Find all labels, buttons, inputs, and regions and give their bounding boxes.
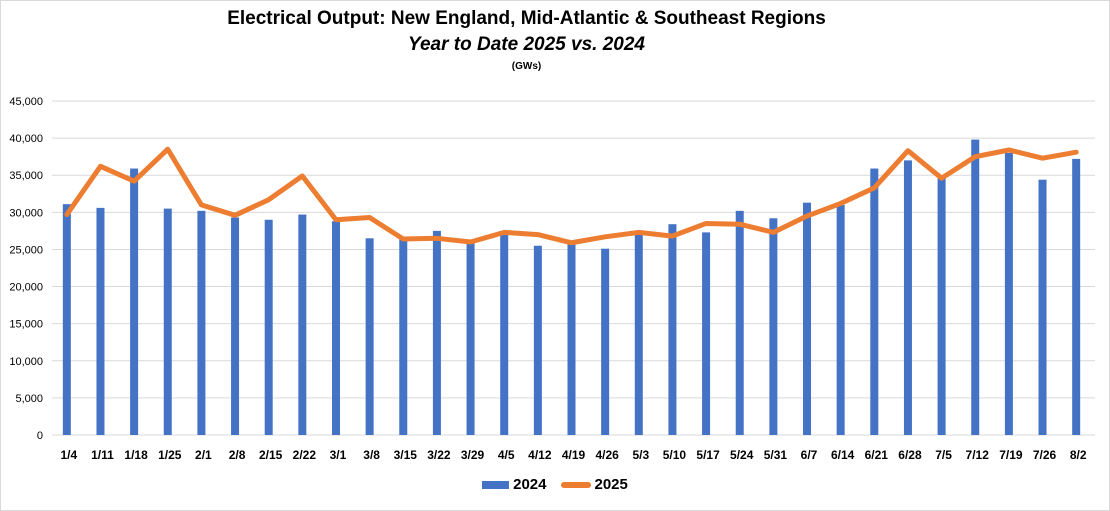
x-tick-label: 6/28: [898, 448, 922, 462]
bar-2024-6/21: [870, 168, 879, 435]
y-tick-label: 0: [37, 430, 43, 442]
y-tick-label: 40,000: [9, 133, 43, 145]
y-tick-label: 5,000: [15, 393, 43, 405]
x-tick-label: 8/2: [1070, 448, 1087, 462]
bar-2024-6/14: [836, 204, 845, 435]
x-tick-label: 2/22: [293, 448, 317, 462]
x-tick-label: 6/21: [865, 448, 889, 462]
y-tick-label: 35,000: [9, 170, 43, 182]
x-tick-label: 3/15: [394, 448, 418, 462]
x-tick-label: 7/19: [999, 448, 1023, 462]
y-tick-label: 30,000: [9, 207, 43, 219]
x-tick-label: 5/17: [696, 448, 720, 462]
y-tick-label: 25,000: [9, 244, 43, 256]
bar-2024-4/19: [567, 244, 576, 435]
bar-2024-5/31: [769, 218, 778, 435]
line-2025: [64, 146, 1079, 246]
x-tick-label: 3/29: [461, 448, 485, 462]
chart-title: Electrical Output: New England, Mid-Atla…: [227, 8, 826, 29]
x-tick-label: 2/15: [259, 448, 283, 462]
bar-2024-3/8: [365, 238, 374, 435]
x-tick-label: 7/12: [966, 448, 990, 462]
bar-2024-6/28: [903, 160, 912, 435]
x-tick-label: 4/26: [595, 448, 619, 462]
bar-2024-1/25: [163, 208, 172, 435]
legend-label-2024: 2024: [513, 476, 547, 493]
bar-2024-8/2: [1072, 158, 1081, 436]
bar-2024-5/24: [735, 210, 744, 435]
bar-2024-3/22: [432, 230, 441, 435]
x-tick-label: 5/31: [764, 448, 788, 462]
y-tick-label: 15,000: [9, 319, 43, 331]
x-tick-label: 5/24: [730, 448, 754, 462]
x-tick-label: 1/18: [124, 448, 148, 462]
bar-2024-7/26: [1038, 179, 1047, 435]
chart-unit-label: (GWs): [511, 61, 542, 72]
bar-2024-2/8: [231, 217, 240, 435]
y-tick-label: 45,000: [9, 96, 43, 108]
bar-2024-5/3: [634, 234, 643, 435]
bar-2024-7/5: [937, 175, 946, 435]
x-tick-label: 4/5: [498, 448, 515, 462]
legend-item-2025: 2025: [560, 476, 628, 493]
bar-2024-2/1: [197, 210, 206, 435]
chart-title-block: Electrical Output: New England, Mid-Atla…: [0, 6, 1053, 74]
legend-label-2025: 2025: [594, 476, 628, 493]
bar-2024-7/19: [1004, 152, 1013, 435]
bar-2024-3/15: [399, 238, 408, 435]
x-tick-label: 1/11: [91, 448, 114, 462]
chart-subtitle: Year to Date 2025 vs. 2024: [408, 34, 645, 55]
x-tick-label: 3/22: [427, 448, 451, 462]
x-tick-label: 6/14: [831, 448, 855, 462]
y-tick-label: 20,000: [9, 282, 43, 294]
x-tick-label: 1/4: [60, 448, 77, 462]
legend-swatch-2025: [560, 481, 591, 488]
x-tick-label: 1/25: [158, 448, 182, 462]
legend: 2024 2025: [0, 476, 1110, 493]
bar-2024-2/15: [264, 219, 273, 435]
x-tick-label: 2/1: [195, 448, 212, 462]
x-tick-label: 6/7: [801, 448, 818, 462]
bar-2024-4/26: [601, 248, 610, 435]
legend-swatch-2024: [482, 480, 510, 489]
bar-2024-5/10: [668, 224, 677, 435]
y-tick-label: 10,000: [9, 356, 43, 368]
x-tick-label: 3/1: [330, 448, 347, 462]
bar-2024-1/18: [130, 168, 139, 435]
bar-2024-1/11: [96, 207, 105, 435]
bar-2024-3/1: [331, 221, 340, 435]
x-tick-label: 2/8: [229, 448, 246, 462]
legend-item-2024: 2024: [482, 476, 547, 493]
x-tick-label: 5/3: [632, 448, 649, 462]
x-tick-label: 3/8: [363, 448, 380, 462]
x-tick-label: 4/12: [528, 448, 552, 462]
bar-2024-4/12: [533, 245, 542, 435]
bar-2024-7/12: [971, 139, 980, 435]
bar-2024-3/29: [466, 242, 475, 435]
x-tick-label: 7/26: [1033, 448, 1057, 462]
x-tick-label: 4/19: [562, 448, 586, 462]
x-tick-label: 7/5: [935, 448, 952, 462]
bar-2024-4/5: [500, 233, 509, 435]
x-tick-label: 5/10: [663, 448, 687, 462]
bar-2024-2/22: [298, 214, 307, 435]
bar-2024-6/7: [803, 202, 812, 435]
bar-2024-5/17: [702, 232, 711, 435]
bar-2024-1/4: [62, 204, 71, 435]
